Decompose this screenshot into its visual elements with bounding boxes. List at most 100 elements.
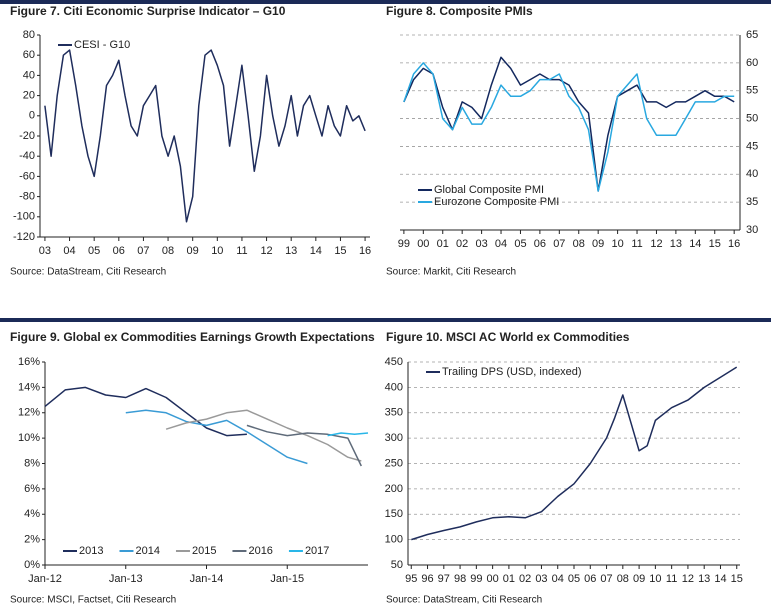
x-tick-label: 11 — [631, 238, 642, 250]
x-tick-label: 07 — [137, 245, 149, 257]
x-tick-label: 02 — [456, 238, 468, 250]
y-tick-label: 65 — [746, 29, 758, 41]
legend-label: CESI - G10 — [74, 39, 130, 51]
y-tick-label: 10% — [18, 432, 40, 444]
y-tick-label: 300 — [385, 432, 403, 444]
y-tick-label: 30 — [746, 224, 758, 236]
y-tick-label: 80 — [23, 29, 35, 41]
chart-title: Figure 9. Global ex Commodities Earnings… — [10, 330, 375, 344]
y-tick-label: 250 — [385, 457, 403, 469]
y-tick-label: -120 — [13, 231, 35, 243]
x-tick-label: 02 — [519, 573, 531, 585]
y-tick-label: 12% — [18, 407, 40, 419]
x-tick-label: Jan-13 — [109, 573, 143, 585]
y-tick-label: 400 — [385, 381, 403, 393]
chart-panel: Figure 10. MSCI AC World ex Commodities S… — [385, 330, 743, 605]
x-tick-label: 12 — [650, 238, 662, 250]
x-tick-label: 98 — [454, 573, 466, 585]
mid-rule — [0, 318, 771, 322]
top-rule — [0, 0, 771, 4]
x-tick-label: Jan-14 — [190, 573, 224, 585]
x-tick-label: 06 — [534, 238, 546, 250]
x-tick-label: 04 — [63, 245, 75, 257]
chart-panel: Figure 9. Global ex Commodities Earnings… — [10, 330, 375, 605]
series-line — [411, 366, 738, 541]
x-tick-label: 99 — [470, 573, 482, 585]
series-line — [44, 49, 366, 223]
x-tick-label: 00 — [487, 573, 499, 585]
source-note: Source: DataStream, Citi Research — [386, 595, 542, 606]
chart-title: Figure 10. MSCI AC World ex Commodities — [386, 330, 630, 344]
x-tick-label: 14 — [689, 238, 701, 250]
x-tick-label: 15 — [334, 245, 346, 257]
x-tick-label: Jan-12 — [28, 573, 62, 585]
x-tick-label: 14 — [310, 245, 322, 257]
y-tick-label: 60 — [23, 49, 35, 61]
y-tick-label: -60 — [19, 170, 35, 182]
x-tick-label: 12 — [682, 573, 694, 585]
y-tick-label: -80 — [19, 191, 35, 203]
legend-label: Trailing DPS (USD, indexed) — [442, 366, 582, 378]
x-tick-label: 97 — [438, 573, 450, 585]
x-tick-label: 16 — [359, 245, 371, 257]
series-line — [44, 386, 247, 437]
source-note: Source: DataStream, Citi Research — [10, 267, 166, 278]
legend-label: Eurozone Composite PMI — [434, 196, 559, 208]
legend-label: Global Composite PMI — [434, 184, 544, 196]
x-tick-label: 15 — [731, 573, 743, 585]
x-tick-label: 09 — [592, 238, 604, 250]
x-tick-label: 10 — [211, 245, 223, 257]
x-tick-label: 13 — [698, 573, 710, 585]
source-note: Source: MSCI, Factset, Citi Research — [10, 595, 176, 606]
series-line — [327, 432, 369, 437]
y-tick-label: 35 — [746, 196, 758, 208]
y-tick-label: 50 — [746, 112, 758, 124]
x-tick-label: 09 — [187, 245, 199, 257]
legend-label: 2016 — [248, 545, 272, 557]
x-tick-label: 01 — [503, 573, 515, 585]
y-tick-label: 2% — [24, 534, 40, 546]
y-tick-label: 40 — [746, 168, 758, 180]
y-tick-label: 50 — [391, 559, 403, 571]
x-tick-label: 10 — [611, 238, 623, 250]
y-tick-label: 8% — [24, 457, 40, 469]
x-tick-label: 03 — [39, 245, 51, 257]
series-line — [165, 409, 362, 462]
x-tick-label: 08 — [573, 238, 585, 250]
x-tick-label: 00 — [417, 238, 429, 250]
x-tick-label: Jan-15 — [270, 573, 304, 585]
x-tick-label: 13 — [670, 238, 682, 250]
x-tick-label: 11 — [666, 573, 677, 585]
series-line — [403, 62, 735, 192]
x-tick-label: 08 — [162, 245, 174, 257]
y-tick-label: -20 — [19, 130, 35, 142]
series-line — [403, 56, 735, 192]
chart-title: Figure 7. Citi Economic Surprise Indicat… — [10, 4, 286, 18]
y-tick-label: -100 — [13, 211, 35, 223]
series-line — [246, 424, 362, 467]
legend-label: 2013 — [79, 545, 103, 557]
source-note: Source: Markit, Citi Research — [386, 267, 516, 278]
x-tick-label: 09 — [633, 573, 645, 585]
legend-label: 2017 — [305, 545, 329, 557]
y-tick-label: 150 — [385, 508, 403, 520]
x-tick-label: 07 — [600, 573, 612, 585]
x-tick-label: 14 — [714, 573, 726, 585]
y-tick-label: 60 — [746, 57, 758, 69]
chart-title: Figure 8. Composite PMIs — [386, 4, 533, 18]
x-tick-label: 16 — [728, 238, 740, 250]
x-tick-label: 01 — [437, 238, 449, 250]
x-tick-label: 96 — [421, 573, 433, 585]
y-tick-label: 450 — [385, 356, 403, 368]
x-tick-label: 95 — [405, 573, 417, 585]
x-tick-label: 07 — [553, 238, 565, 250]
legend-label: 2014 — [135, 545, 159, 557]
y-tick-label: -40 — [19, 150, 35, 162]
x-tick-label: 06 — [584, 573, 596, 585]
x-tick-label: 05 — [88, 245, 100, 257]
y-tick-label: 0 — [29, 110, 35, 122]
x-tick-label: 15 — [709, 238, 721, 250]
x-tick-label: 99 — [398, 238, 410, 250]
x-tick-label: 12 — [260, 245, 272, 257]
